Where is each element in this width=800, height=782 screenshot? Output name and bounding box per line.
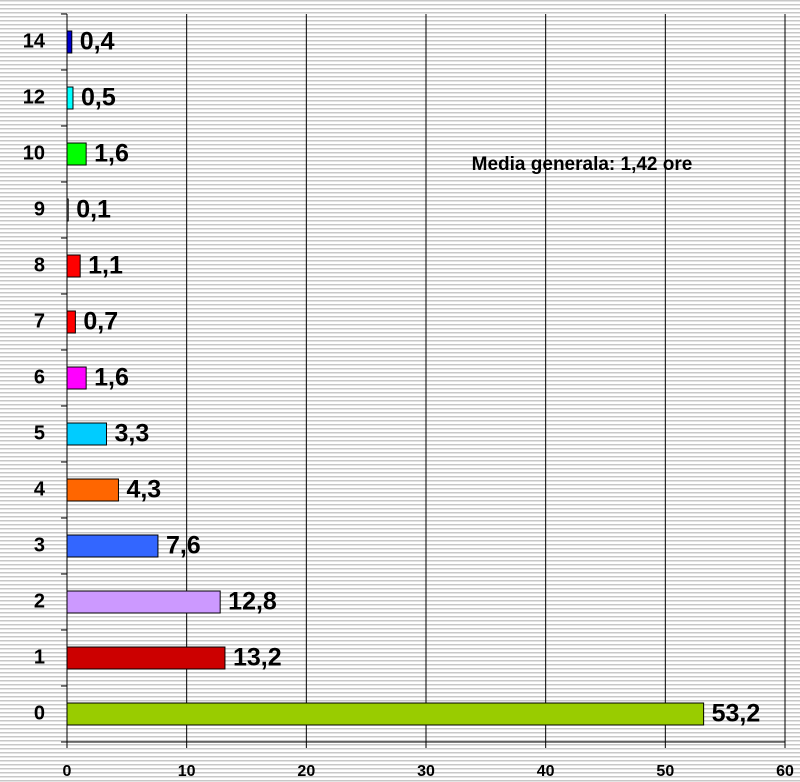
y-tick-label: 12 [23, 86, 45, 108]
bar [66, 478, 119, 502]
value-label: 0,7 [83, 308, 118, 336]
x-tick-label: 50 [656, 763, 674, 780]
y-tick-label: 2 [34, 590, 45, 612]
y-tick-label: 1 [34, 646, 45, 668]
annotation: Media generala: 1,42 ore [472, 154, 693, 175]
bar [66, 702, 705, 726]
bar [66, 30, 73, 54]
value-label: 0,5 [81, 84, 116, 112]
y-tick-label: 6 [34, 366, 45, 388]
y-tick-label: 0 [34, 702, 45, 724]
x-tick-label: 20 [297, 763, 315, 780]
value-label: 1,6 [94, 140, 129, 168]
value-label: 13,2 [233, 644, 282, 672]
bar [66, 590, 221, 614]
bar [66, 646, 226, 670]
y-tick-label: 9 [34, 198, 45, 220]
y-tick-label: 8 [34, 254, 45, 276]
value-label: 3,3 [114, 420, 149, 448]
bar [66, 366, 87, 390]
bar [66, 534, 159, 558]
value-label: 53,2 [712, 700, 761, 728]
value-label: 1,1 [88, 252, 123, 280]
value-label: 7,6 [166, 532, 201, 560]
bar [66, 254, 81, 278]
bar [66, 422, 107, 446]
value-label: 0,4 [80, 28, 115, 56]
y-tick-label: 7 [34, 310, 45, 332]
value-label: 1,6 [94, 364, 129, 392]
value-label: 0,1 [76, 196, 111, 224]
y-tick-label: 10 [23, 142, 45, 164]
bar [66, 86, 74, 110]
value-label: 4,3 [126, 476, 161, 504]
bar [66, 142, 87, 166]
bar [66, 198, 69, 222]
x-tick-label: 0 [63, 763, 72, 780]
x-tick-label: 40 [537, 763, 555, 780]
x-tick-label: 10 [178, 763, 196, 780]
y-tick-label: 4 [34, 478, 46, 500]
y-tick-label: 3 [34, 534, 45, 556]
x-tick-label: 30 [417, 763, 435, 780]
value-label: 12,8 [228, 588, 277, 616]
y-tick-label: 14 [23, 30, 46, 52]
x-tick-label: 60 [776, 763, 794, 780]
bar [66, 310, 76, 334]
y-tick-label: 5 [34, 422, 45, 444]
